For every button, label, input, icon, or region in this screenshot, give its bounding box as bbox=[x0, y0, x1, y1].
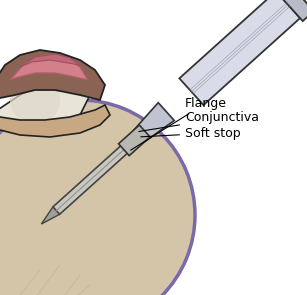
Text: Soft stop: Soft stop bbox=[141, 127, 241, 140]
Polygon shape bbox=[179, 0, 300, 105]
Polygon shape bbox=[0, 80, 90, 130]
Polygon shape bbox=[20, 54, 80, 67]
Polygon shape bbox=[10, 55, 88, 80]
Circle shape bbox=[0, 100, 195, 295]
Text: Conjunctiva: Conjunctiva bbox=[139, 112, 259, 132]
Text: Flange: Flange bbox=[131, 96, 227, 150]
Polygon shape bbox=[0, 50, 105, 100]
Polygon shape bbox=[119, 125, 150, 156]
Polygon shape bbox=[273, 0, 307, 21]
Polygon shape bbox=[0, 105, 110, 137]
Polygon shape bbox=[292, 0, 307, 4]
Polygon shape bbox=[53, 128, 147, 214]
Polygon shape bbox=[134, 103, 174, 142]
Polygon shape bbox=[41, 207, 60, 224]
Circle shape bbox=[10, 75, 60, 125]
